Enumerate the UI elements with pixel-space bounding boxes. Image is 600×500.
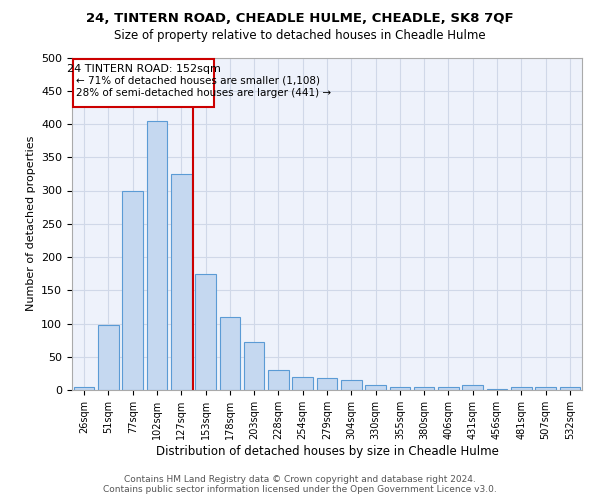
Text: ← 71% of detached houses are smaller (1,108): ← 71% of detached houses are smaller (1,… — [76, 76, 320, 86]
X-axis label: Distribution of detached houses by size in Cheadle Hulme: Distribution of detached houses by size … — [155, 444, 499, 458]
Bar — [487, 388, 508, 390]
Text: 28% of semi-detached houses are larger (441) →: 28% of semi-detached houses are larger (… — [76, 88, 331, 98]
Bar — [365, 384, 386, 390]
Bar — [560, 388, 580, 390]
Bar — [463, 386, 483, 390]
Y-axis label: Number of detached properties: Number of detached properties — [26, 136, 35, 312]
Bar — [511, 388, 532, 390]
Bar — [244, 342, 265, 390]
Bar — [535, 388, 556, 390]
Bar — [122, 190, 143, 390]
Bar — [268, 370, 289, 390]
FancyBboxPatch shape — [73, 60, 214, 106]
Text: 24 TINTERN ROAD: 152sqm: 24 TINTERN ROAD: 152sqm — [67, 64, 221, 74]
Text: 24, TINTERN ROAD, CHEADLE HULME, CHEADLE, SK8 7QF: 24, TINTERN ROAD, CHEADLE HULME, CHEADLE… — [86, 12, 514, 26]
Bar — [195, 274, 216, 390]
Bar — [438, 388, 459, 390]
Bar — [220, 317, 240, 390]
Bar — [171, 174, 191, 390]
Text: Contains HM Land Registry data © Crown copyright and database right 2024.
Contai: Contains HM Land Registry data © Crown c… — [103, 474, 497, 494]
Text: Size of property relative to detached houses in Cheadle Hulme: Size of property relative to detached ho… — [114, 29, 486, 42]
Bar — [317, 378, 337, 390]
Bar — [414, 388, 434, 390]
Bar — [146, 120, 167, 390]
Bar — [389, 386, 410, 390]
Bar — [341, 380, 362, 390]
Bar — [74, 386, 94, 390]
Bar — [292, 376, 313, 390]
Bar — [98, 325, 119, 390]
